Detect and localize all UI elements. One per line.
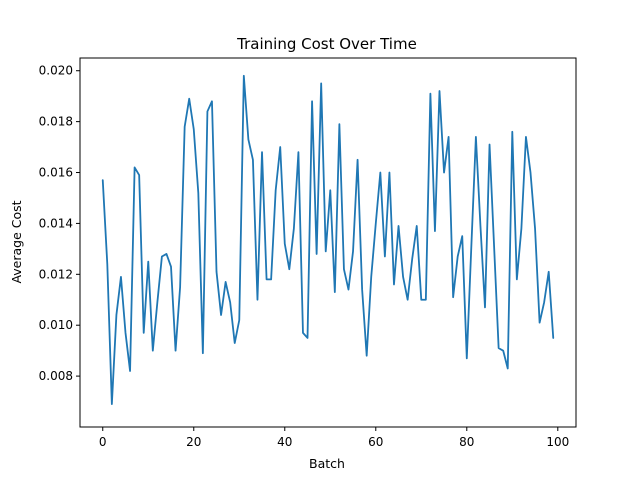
x-tick-label: 100 [546,435,569,449]
x-tick-label: 60 [368,435,383,449]
y-tick-label: 0.008 [39,369,73,383]
x-axis-label: Batch [309,456,345,471]
plot-area [101,74,555,406]
x-tick-label: 20 [186,435,201,449]
y-axis-ticks: 0.008 0.010 0.012 0.014 0.016 0.018 0.020 [39,64,80,383]
plot-frame [79,57,577,428]
x-tick-label: 40 [277,435,292,449]
x-tick-label: 0 [99,435,107,449]
series-line-0 [101,74,555,406]
y-tick-label: 0.012 [39,267,73,281]
chart-title: Training Cost Over Time [236,35,417,53]
y-tick-label: 0.018 [39,115,73,129]
y-tick-label: 0.010 [39,318,73,332]
y-axis-label: Average Cost [9,200,24,283]
x-tick-label: 80 [459,435,474,449]
x-axis-ticks: 0 20 40 60 80 100 [99,427,569,449]
y-tick-label: 0.020 [39,64,73,78]
y-tick-label: 0.016 [39,166,73,180]
y-tick-label: 0.014 [39,216,73,230]
